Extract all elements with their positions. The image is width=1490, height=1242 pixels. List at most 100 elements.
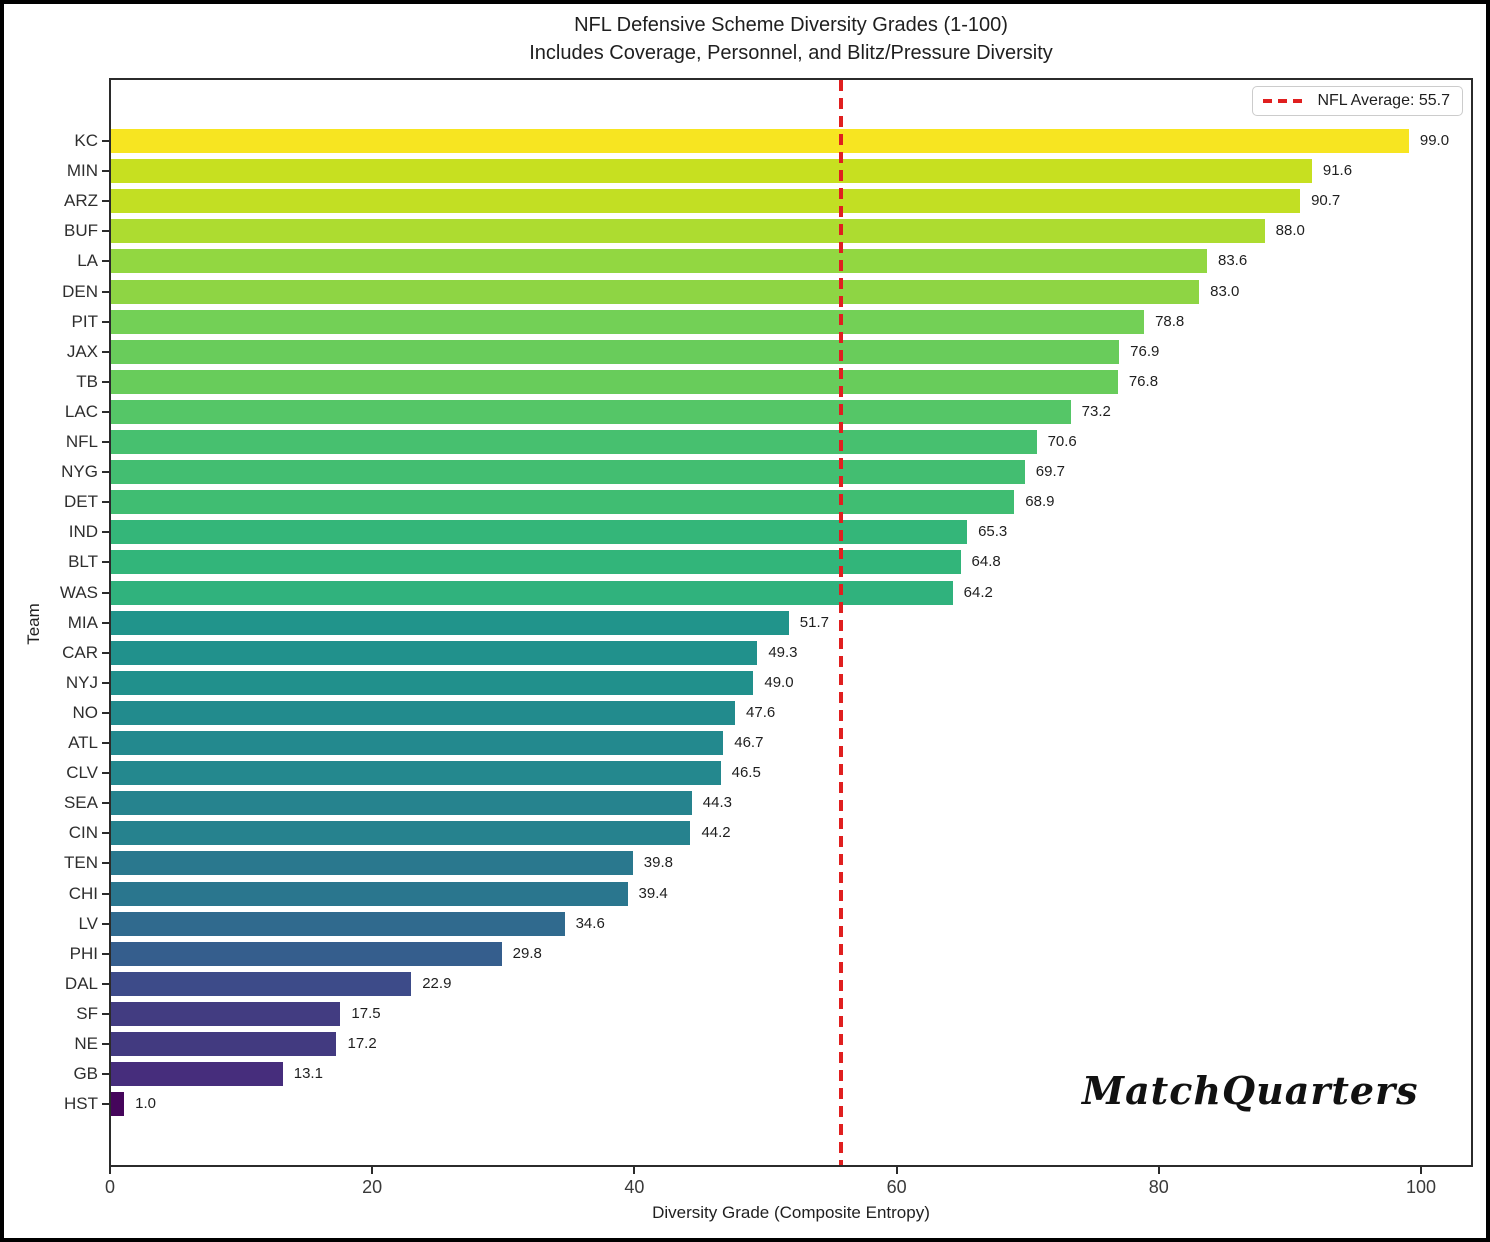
y-tick-label-min: MIN (66, 161, 98, 181)
value-label-clv: 46.5 (731, 764, 761, 782)
legend: NFL Average: 55.7 (1252, 86, 1463, 116)
y-tick-mark (102, 742, 110, 744)
y-tick-label-lv: LV (78, 913, 98, 933)
bar-ind (111, 520, 968, 545)
value-label-phi: 29.8 (512, 944, 542, 962)
x-tick-mark (371, 1166, 374, 1174)
bar-pit (111, 309, 1145, 334)
y-tick-label-nyg: NYG (61, 462, 98, 482)
value-label-tb: 76.8 (1128, 372, 1159, 390)
bar-buf (111, 219, 1265, 244)
y-tick-mark (102, 200, 110, 203)
y-tick-mark (102, 1043, 110, 1045)
bar-tb (111, 369, 1118, 394)
watermark: MatchQuarters (1082, 1068, 1419, 1113)
x-tick-mark (109, 1166, 111, 1174)
y-tick-label-nyj: NYJ (65, 672, 98, 692)
y-tick-label-ind: IND (68, 522, 98, 542)
value-label-sf: 17.5 (351, 1004, 381, 1022)
y-tick-label-den: DEN (62, 281, 98, 301)
value-label-dal: 22.9 (422, 974, 452, 992)
value-label-ind: 65.3 (978, 523, 1008, 541)
bar-car (111, 640, 758, 665)
y-tick-mark (102, 140, 110, 142)
y-tick-label-mia: MIA (67, 612, 98, 632)
value-label-min: 91.6 (1322, 162, 1353, 180)
y-tick-label-jax: JAX (66, 341, 98, 361)
bar-min (111, 159, 1312, 184)
bar-kc (111, 129, 1409, 153)
y-tick-mark (102, 982, 110, 985)
value-label-nyj: 49.0 (764, 673, 794, 691)
y-tick-label-tb: TB (76, 371, 98, 391)
y-tick-mark (102, 832, 110, 835)
y-tick-label-buf: BUF (64, 221, 98, 241)
legend-label: NFL Average: 55.7 (1317, 92, 1450, 109)
bar-nyj (111, 670, 754, 695)
y-tick-label-gb: GB (73, 1064, 98, 1084)
value-label-den: 83.0 (1210, 282, 1240, 300)
bar-den (111, 279, 1200, 304)
y-tick-mark (102, 320, 110, 323)
y-tick-mark (102, 621, 110, 624)
value-label-ten: 39.8 (643, 854, 673, 872)
bar-lv (111, 911, 565, 936)
y-tick-mark (102, 1012, 110, 1015)
x-tick-mark (1420, 1166, 1422, 1174)
y-tick-mark (102, 681, 110, 684)
y-tick-label-sf: SF (76, 1003, 98, 1023)
y-tick-mark (102, 410, 110, 413)
value-label-mia: 51.7 (799, 613, 829, 631)
value-label-ne: 17.2 (347, 1035, 377, 1052)
y-tick-label-lac: LAC (64, 401, 98, 421)
x-tick-label-40: 40 (624, 1177, 645, 1197)
y-tick-mark (102, 772, 110, 775)
bar-atl (111, 731, 724, 755)
y-tick-label-phi: PHI (69, 943, 98, 963)
bar-hst (111, 1092, 125, 1117)
y-tick-label-chi: CHI (68, 883, 98, 903)
x-tick-label-60: 60 (886, 1177, 907, 1197)
value-label-lv: 34.6 (575, 914, 605, 932)
y-tick-label-hst: HST (64, 1094, 98, 1114)
bar-la (111, 249, 1207, 274)
y-tick-label-no: NO (72, 702, 99, 722)
value-label-pit: 78.8 (1155, 312, 1185, 330)
x-tick-label-20: 20 (362, 1177, 383, 1197)
value-label-sea: 44.3 (702, 794, 732, 812)
y-tick-mark (102, 230, 110, 233)
y-tick-label-ne: NE (74, 1034, 98, 1053)
value-label-kc: 99.0 (1419, 132, 1450, 149)
value-label-gb: 13.1 (293, 1065, 323, 1083)
bar-sea (111, 791, 692, 816)
value-label-lac: 73.2 (1081, 402, 1111, 420)
value-label-arz: 90.7 (1311, 192, 1341, 210)
y-tick-label-clv: CLV (66, 763, 98, 783)
y-tick-mark (102, 441, 110, 443)
y-tick-mark (102, 591, 110, 594)
x-axis-label: Diversity Grade (Composite Entropy) (652, 1203, 930, 1222)
y-tick-label-was: WAS (59, 582, 98, 602)
value-label-atl: 46.7 (734, 734, 764, 751)
y-tick-mark (102, 862, 110, 865)
plot-area: NFL Average: 55.7 (109, 78, 1473, 1167)
bar-chi (111, 881, 628, 906)
y-tick-label-car: CAR (62, 642, 98, 662)
y-tick-mark (102, 711, 110, 714)
value-label-la: 83.6 (1217, 252, 1248, 270)
bar-det (111, 490, 1015, 515)
value-label-cin: 44.2 (701, 824, 731, 842)
value-label-blt: 64.8 (971, 553, 1001, 571)
bar-dal (111, 971, 412, 996)
x-tick-label-80: 80 (1148, 1177, 1169, 1197)
y-tick-label-sea: SEA (63, 793, 98, 813)
x-tick-label-0: 0 (104, 1177, 115, 1197)
bar-was (111, 580, 953, 605)
bar-nfl (111, 430, 1037, 454)
bar-lac (111, 399, 1071, 424)
y-tick-mark (102, 471, 110, 474)
bar-nyg (111, 460, 1025, 485)
value-label-car: 49.3 (768, 643, 798, 661)
y-tick-label-kc: KC (74, 131, 98, 150)
